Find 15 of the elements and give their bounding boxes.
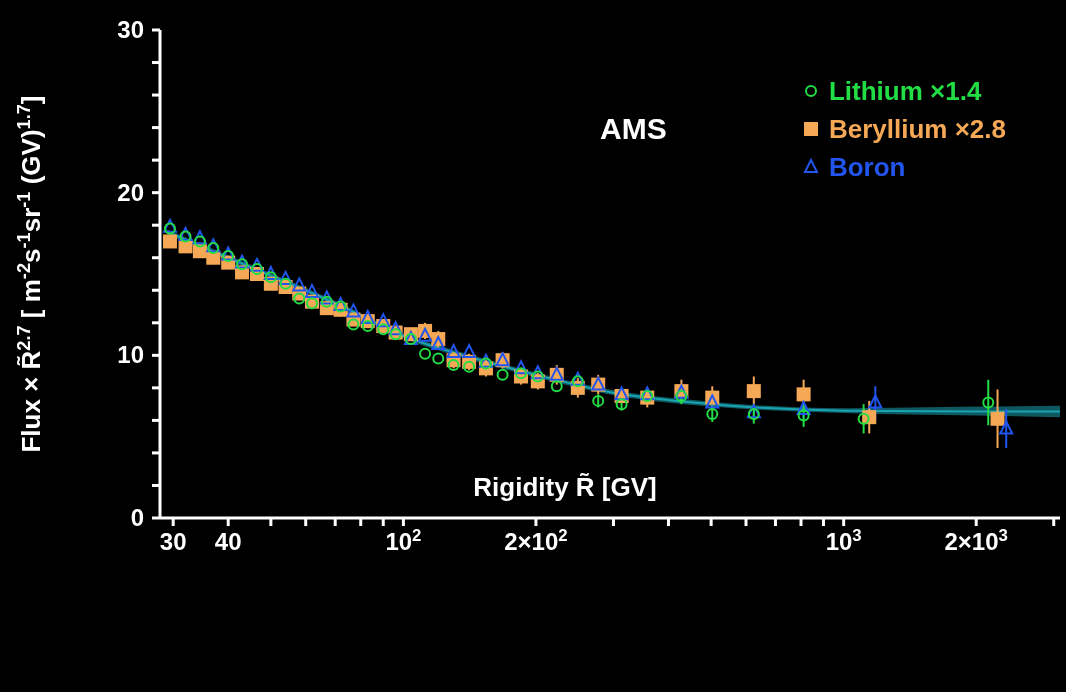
x-axis-title: Rigidity R̃ [GV] [473, 472, 657, 502]
y-tick-label: 10 [117, 341, 144, 369]
x-tick-label: 10$^{2}$ [385, 525, 422, 555]
x-tick-label: 2×10$^{2}$ [504, 525, 568, 555]
x-tick-label: 30 [159, 528, 187, 555]
legend-label: Beryllium ×2.8 [828, 113, 1006, 146]
x-tick-label: 40 [214, 528, 242, 555]
x-tick-label: 10$^{3}$ [825, 525, 862, 555]
y-tick-label: 20 [117, 178, 144, 206]
y-tick-label: 0 [130, 504, 144, 531]
x-tick-label: 2×10$^{3}$ [944, 525, 1008, 555]
y-tick-label: 30 [117, 16, 144, 43]
legend-label: Boron [828, 151, 906, 184]
legend-label: Lithium ×1.4 [828, 75, 982, 108]
annotation: AMS [600, 112, 667, 146]
